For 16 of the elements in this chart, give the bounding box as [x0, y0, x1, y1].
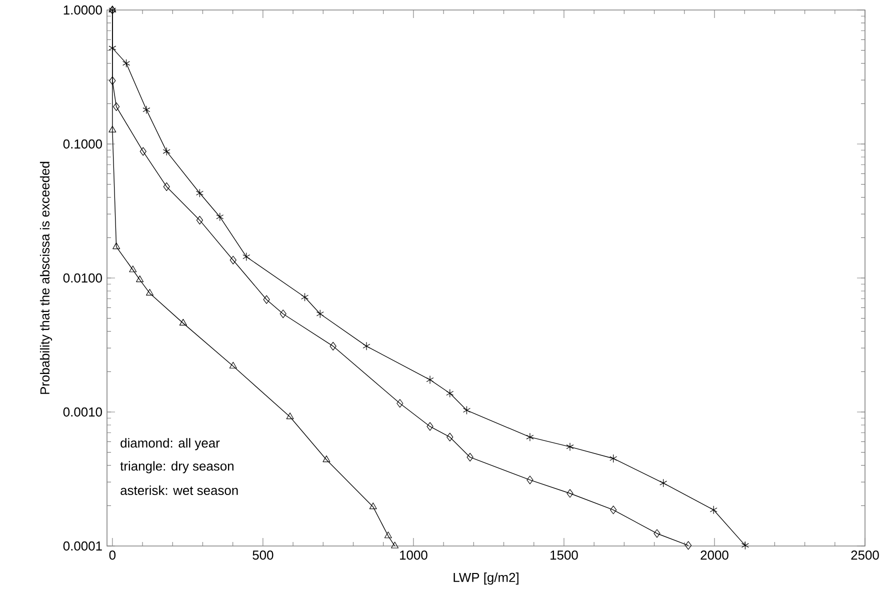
y-tick-label: 0.0010 — [63, 407, 102, 417]
x-tick-label: 0 — [109, 550, 116, 560]
y-tick-label: 0.0100 — [63, 273, 102, 283]
x-tick-label: 1500 — [550, 550, 578, 560]
x-tick-label: 2000 — [700, 550, 728, 560]
y-tick-label: 0.1000 — [63, 139, 102, 149]
x-tick-label: 2500 — [851, 550, 879, 560]
y-tick-label: 0.0001 — [63, 541, 102, 551]
annotation: triangle: dry season — [120, 461, 234, 474]
annotation: asterisk: wet season — [120, 486, 238, 496]
x-tick-label: 1000 — [400, 550, 428, 560]
x-axis-title: LWP [g/m2] — [454, 572, 518, 585]
y-axis-title: Probability that the abscissa is exceeded — [40, 162, 52, 394]
y-tick-label: 1.0000 — [64, 5, 102, 15]
x-tick-label: 500 — [252, 550, 274, 560]
annotation: diamond: all year — [120, 438, 220, 450]
